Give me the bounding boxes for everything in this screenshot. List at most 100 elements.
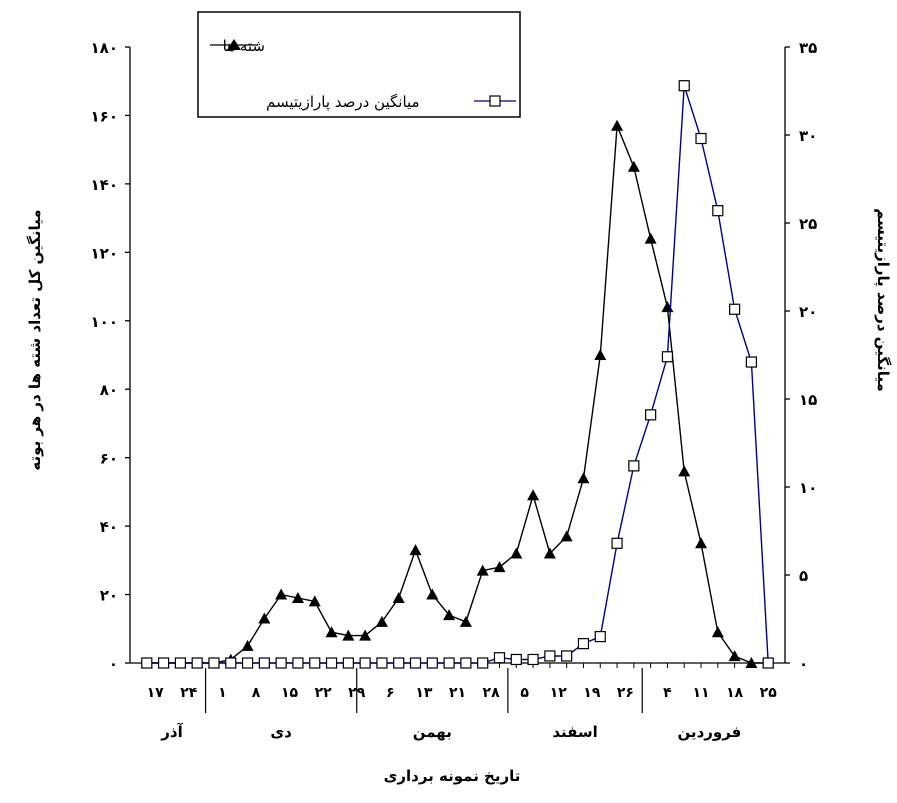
parasitism-point <box>359 657 371 669</box>
parasitism-point <box>208 657 220 669</box>
aphid-point <box>745 657 758 668</box>
right-y-tick-label: ۳۵ <box>799 39 817 57</box>
parasitism-point <box>712 205 724 217</box>
aphid-point <box>275 588 288 600</box>
series-group <box>140 80 775 669</box>
aphid-point <box>678 465 691 477</box>
left-y-tick-label: ۶۰ <box>100 450 118 468</box>
aphid-point <box>426 588 439 600</box>
parasitism-point <box>745 356 758 368</box>
parasitism-point <box>225 657 237 669</box>
parasitism-point <box>577 638 590 650</box>
aphid-point <box>308 595 321 607</box>
x-tick-label: ۲۵ <box>760 685 778 701</box>
aphid-point <box>644 232 657 244</box>
x-tick-label: ۲۶ <box>617 685 634 701</box>
aphid-point <box>476 564 489 576</box>
aphid-point <box>459 615 472 627</box>
parasitism-point <box>342 657 354 669</box>
aphid-point <box>527 489 540 501</box>
parasitism-point <box>477 657 489 669</box>
x-tick-label: ۸ <box>252 685 261 701</box>
x-tick-label: ۱۱ <box>692 685 709 701</box>
left-y-tick-label: ۱۲۰ <box>91 244 118 262</box>
legend-label-parasitism: میانگین درصد پارازیتیسم <box>266 93 420 112</box>
month-label: فروردین <box>677 723 741 741</box>
parasitism-point <box>409 657 422 669</box>
left-y-tick-label: ۱۸۰ <box>91 39 118 57</box>
parasitism-point <box>611 537 623 549</box>
x-tick-label: ۱۸ <box>726 685 744 701</box>
x-tick-label: ۲۱ <box>449 685 466 701</box>
x-tick-label: ۲۸ <box>483 685 501 701</box>
parasitism-point <box>695 132 707 145</box>
legend-label-aphids: شته ها <box>223 37 265 55</box>
parasitism-point <box>561 650 573 662</box>
x-tick-label: ۱۵ <box>281 685 299 701</box>
parasitism-point <box>544 650 556 662</box>
legend-marker-parasitism <box>489 95 501 107</box>
right-y-tick-label: ۲۰ <box>799 303 817 321</box>
parasitism-point <box>493 652 506 664</box>
parasitism-point <box>325 657 338 669</box>
x-tick-label: ۲۲ <box>315 685 333 701</box>
right-y-tick-label: ۱۰ <box>799 479 817 497</box>
aphid-point <box>711 626 724 638</box>
parasitism-point <box>460 657 472 669</box>
parasitism-point <box>443 657 455 669</box>
parasitism-point <box>729 303 741 315</box>
legend-box <box>197 11 521 118</box>
x-tick-label: ۱۹ <box>583 685 601 701</box>
x-tick-label: ۱۲ <box>550 685 568 701</box>
aphid-point <box>375 615 388 627</box>
aphid-point <box>543 547 556 559</box>
aphid-point <box>510 547 523 559</box>
parasitism-point <box>594 630 606 643</box>
parasitism-point <box>628 460 640 472</box>
parasitism-point <box>241 657 254 669</box>
parasitism-point <box>275 657 287 669</box>
parasitism-point <box>141 657 153 669</box>
month-label: دی <box>270 723 292 741</box>
left-y-tick-label: ۱۶۰ <box>91 107 118 125</box>
x-tick-label: ۶ <box>386 685 395 701</box>
legend: شته ها میانگین درصد پارازیتیسم <box>197 11 521 118</box>
series-line-0 <box>146 125 769 664</box>
x-tick-label: ۱ <box>218 685 227 701</box>
aphid-point <box>695 537 708 549</box>
aphid-point <box>661 301 674 313</box>
x-tick-label: ۱۷ <box>147 685 165 701</box>
parasitism-point <box>510 653 522 666</box>
left-y-tick-label: ۱۰۰ <box>91 313 118 331</box>
x-tick-label: ۵ <box>520 685 529 701</box>
parasitism-point <box>645 409 657 421</box>
aphid-point <box>577 472 590 484</box>
month-label: آذر <box>160 723 183 741</box>
left-y-tick-label: ۰ <box>109 655 118 673</box>
aphid-point <box>325 626 338 638</box>
parasitism-point <box>191 657 203 669</box>
parasitism-point <box>157 657 170 669</box>
aphid-point <box>409 544 422 556</box>
left-y-tick-label: ۸۰ <box>100 381 118 399</box>
left-y-tick-label: ۱۴۰ <box>91 176 118 194</box>
aphid-point <box>594 349 607 360</box>
aphid-point <box>342 629 355 641</box>
aphid-point <box>443 609 456 621</box>
x-tick-label: ۲۴ <box>180 685 198 701</box>
right-y-tick-label: ۳۰ <box>799 127 817 145</box>
aphid-point <box>728 650 741 662</box>
parasitism-point <box>309 657 321 669</box>
x-tick-label: ۴ <box>663 685 672 701</box>
x-tick-label: ۱۳ <box>415 685 433 701</box>
axes: ۰۲۰۴۰۶۰۸۰۱۰۰۱۲۰۱۴۰۱۶۰۱۸۰۰۵۱۰۱۵۲۰۲۵۳۰۳۵۱۷… <box>91 39 818 741</box>
parasitism-point <box>393 657 405 669</box>
aphid-point <box>258 612 271 624</box>
aphid-point <box>392 591 405 603</box>
parasitism-point <box>527 653 539 666</box>
month-label: اسفند <box>552 723 597 741</box>
parasitism-point <box>292 657 304 669</box>
aphid-point <box>241 639 254 651</box>
parasitism-point <box>426 657 438 669</box>
